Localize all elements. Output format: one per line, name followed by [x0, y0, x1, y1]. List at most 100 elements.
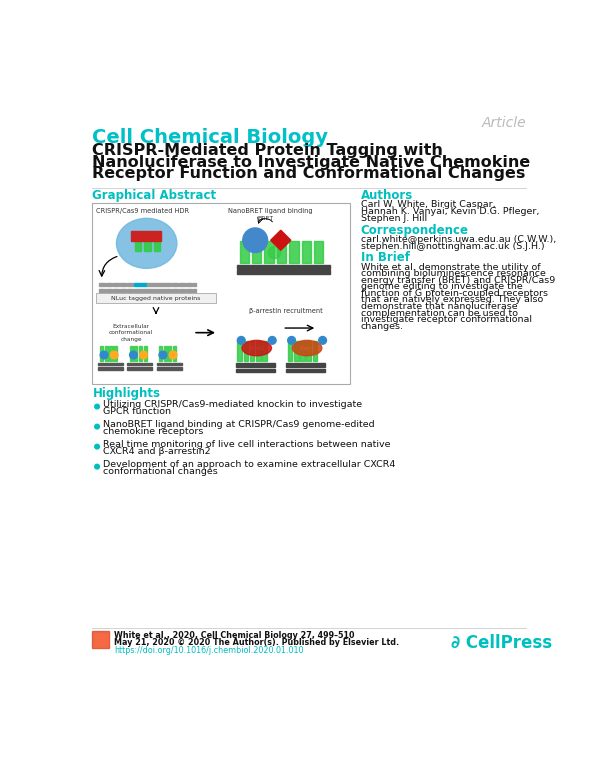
- Bar: [96, 294, 216, 303]
- Bar: [116, 283, 119, 287]
- Bar: [186, 283, 189, 287]
- Text: function of G protein-coupled receptors: function of G protein-coupled receptors: [361, 289, 548, 298]
- Circle shape: [169, 351, 177, 359]
- Circle shape: [95, 444, 99, 449]
- Bar: [186, 289, 189, 292]
- Text: CXCR4 and β-arrestin2: CXCR4 and β-arrestin2: [103, 447, 211, 456]
- Bar: [133, 289, 137, 292]
- Bar: [164, 346, 167, 361]
- Bar: [109, 289, 112, 292]
- Bar: [119, 283, 122, 287]
- Bar: [168, 346, 171, 361]
- Bar: [131, 236, 160, 241]
- Bar: [102, 289, 105, 292]
- Bar: [306, 341, 311, 361]
- Text: chemokine receptors: chemokine receptors: [103, 427, 204, 435]
- Bar: [172, 283, 175, 287]
- Bar: [236, 369, 274, 372]
- Bar: [238, 270, 330, 274]
- Bar: [135, 237, 141, 251]
- Text: carl.white@perkins.uwa.edu.au (C.W.W.),: carl.white@perkins.uwa.edu.au (C.W.W.),: [361, 235, 556, 244]
- Text: β-arr2: β-arr2: [249, 345, 264, 351]
- Bar: [250, 341, 254, 361]
- Text: changes.: changes.: [361, 322, 403, 330]
- Text: https://doi.org/10.1016/j.chembiol.2020.01.010: https://doi.org/10.1016/j.chembiol.2020.…: [114, 646, 304, 655]
- Text: Utilizing CRISPR/Cas9-mediated knockin to investigate: Utilizing CRISPR/Cas9-mediated knockin t…: [103, 400, 362, 409]
- Bar: [154, 237, 160, 251]
- Bar: [265, 241, 274, 262]
- Circle shape: [110, 351, 118, 359]
- Text: NLuc tagged native proteins: NLuc tagged native proteins: [112, 296, 201, 301]
- Text: complementation can be used to: complementation can be used to: [361, 309, 517, 318]
- Bar: [151, 283, 154, 287]
- Bar: [137, 283, 140, 287]
- Bar: [256, 341, 260, 361]
- Bar: [139, 346, 142, 361]
- Circle shape: [243, 228, 268, 253]
- Text: Real time monitoring of live cell interactions between native: Real time monitoring of live cell intera…: [103, 440, 391, 449]
- Bar: [158, 289, 161, 292]
- Bar: [165, 289, 168, 292]
- Bar: [252, 241, 261, 262]
- Bar: [262, 341, 267, 361]
- Bar: [114, 346, 117, 361]
- Text: May 21, 2020 © 2020 The Author(s). Published by Elsevier Ltd.: May 21, 2020 © 2020 The Author(s). Publi…: [114, 638, 399, 648]
- Bar: [92, 631, 110, 648]
- Bar: [144, 346, 147, 361]
- Bar: [148, 289, 151, 292]
- Bar: [175, 283, 178, 287]
- Bar: [130, 283, 133, 287]
- Bar: [116, 289, 119, 292]
- Bar: [99, 289, 102, 292]
- Bar: [238, 265, 330, 269]
- Circle shape: [159, 351, 167, 359]
- Bar: [182, 283, 186, 287]
- Bar: [154, 289, 157, 292]
- Circle shape: [268, 337, 276, 345]
- Circle shape: [130, 351, 137, 359]
- Bar: [175, 289, 178, 292]
- Bar: [314, 241, 323, 262]
- Text: Nluc: Nluc: [248, 238, 262, 243]
- Bar: [94, 633, 108, 647]
- Bar: [144, 283, 147, 287]
- Ellipse shape: [292, 341, 322, 355]
- Polygon shape: [271, 230, 291, 251]
- Text: demonstrate that nanoluciferase: demonstrate that nanoluciferase: [361, 302, 517, 311]
- Text: Correspondence: Correspondence: [361, 224, 469, 236]
- Text: Carl W. White, Birgit Caspar,: Carl W. White, Birgit Caspar,: [361, 200, 495, 209]
- Circle shape: [268, 247, 281, 258]
- Text: NanoBRET ligand binding: NanoBRET ligand binding: [228, 208, 313, 214]
- Bar: [289, 241, 298, 262]
- Bar: [286, 369, 325, 372]
- Bar: [100, 346, 103, 361]
- Text: Graphical Abstract: Graphical Abstract: [92, 189, 216, 202]
- Text: Nanoluciferase to Investigate Native Chemokine: Nanoluciferase to Investigate Native Che…: [92, 154, 531, 170]
- Bar: [119, 289, 122, 292]
- Bar: [137, 289, 140, 292]
- Bar: [300, 341, 305, 361]
- Text: conformational changes: conformational changes: [103, 467, 218, 476]
- Bar: [172, 289, 175, 292]
- Circle shape: [95, 424, 99, 429]
- Text: Highlights: Highlights: [92, 387, 160, 400]
- Bar: [157, 367, 182, 370]
- Bar: [144, 237, 151, 251]
- Ellipse shape: [116, 218, 177, 269]
- Text: stephen.hill@nottingham.ac.uk (S.J.H.): stephen.hill@nottingham.ac.uk (S.J.H.): [361, 242, 544, 251]
- Bar: [189, 283, 192, 287]
- Text: White et al. demonstrate the utility of: White et al. demonstrate the utility of: [361, 263, 540, 272]
- Bar: [294, 341, 298, 361]
- Bar: [123, 283, 126, 287]
- Ellipse shape: [242, 341, 271, 355]
- Bar: [92, 204, 350, 384]
- Bar: [162, 283, 165, 287]
- Bar: [189, 289, 192, 292]
- Bar: [130, 289, 133, 292]
- Bar: [151, 289, 154, 292]
- Text: that are natively expressed. They also: that are natively expressed. They also: [361, 295, 543, 305]
- Bar: [182, 289, 186, 292]
- Text: Cell Chemical Biology: Cell Chemical Biology: [92, 128, 329, 147]
- Bar: [98, 367, 122, 370]
- Circle shape: [288, 337, 295, 345]
